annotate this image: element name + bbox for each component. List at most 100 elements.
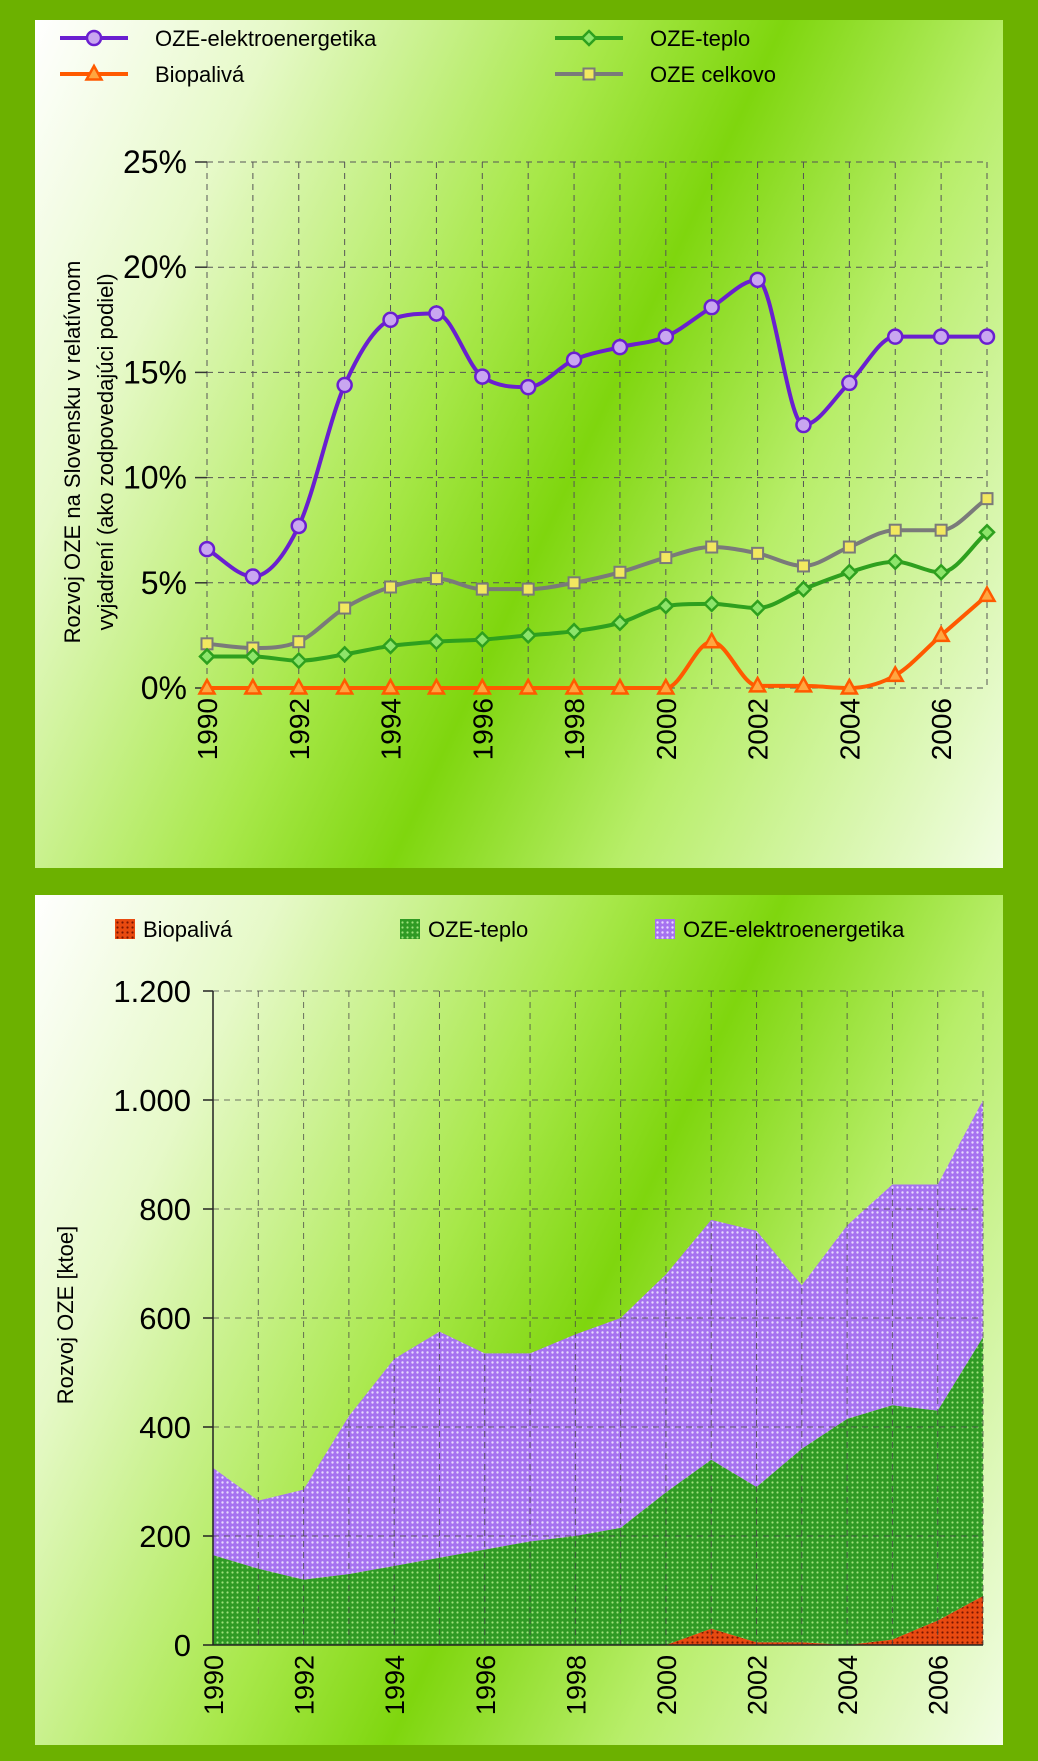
data-point-oze-teplo — [978, 523, 996, 542]
data-point-biopaliva — [564, 677, 584, 695]
x-tick-label: 1998 — [561, 1655, 591, 1715]
x-tick-label: 1990 — [199, 1655, 229, 1715]
data-point-oze-teplo — [519, 626, 537, 645]
data-point-oze-celkovo — [200, 637, 214, 651]
line-chart-panel: OZE-elektroenergetika OZE-teplo Biopalivá O… — [35, 20, 1003, 868]
y-tick-label: 400 — [139, 1410, 191, 1445]
y-axis-label-line-2: vyjadrení (ako zodpovedajúci podiel) — [93, 273, 118, 630]
data-point-oze-teplo — [244, 647, 262, 666]
x-tick-label: 1994 — [376, 698, 407, 760]
data-point-oze-teplo — [794, 580, 813, 598]
data-point-biopaliva — [747, 675, 768, 693]
x-tick-label: 2000 — [651, 698, 682, 760]
legend-swatch-oze-teplo — [400, 919, 420, 939]
data-point-oze-celkovo — [613, 565, 627, 579]
data-point-biopaliva — [472, 677, 492, 695]
data-point-biopaliva — [289, 677, 309, 695]
y-tick-label: 800 — [139, 1192, 191, 1227]
y-tick-label: 1.000 — [113, 1083, 191, 1118]
legend-label-biopaliva: Biopalivá — [143, 917, 233, 942]
data-point-oze-teplo — [657, 597, 675, 615]
legend-marker-oze-elektroenergetika — [85, 29, 103, 47]
data-point-oze-celkovo — [980, 492, 994, 506]
data-point-oze-elektroenergetika — [382, 311, 399, 329]
x-tick-label: 1992 — [284, 698, 315, 760]
legend-label-oze-elektroenergetika: OZE-elektroenergetika — [155, 26, 377, 51]
legend-marker-biopaliva — [84, 63, 104, 81]
data-point-oze-elektroenergetika — [841, 374, 858, 392]
data-point-oze-celkovo — [521, 582, 535, 596]
data-point-biopaliva — [793, 675, 814, 693]
data-point-oze-celkovo — [751, 546, 765, 560]
area-chart-panel: Biopalivá OZE-teplo OZE-elektroenergetika … — [35, 895, 1003, 1745]
legend-swatch-oze-elektroenergetika — [655, 919, 675, 939]
data-point-oze-celkovo — [292, 635, 306, 649]
data-point-oze-elektroenergetika — [932, 328, 950, 345]
data-point-oze-elektroenergetika — [565, 351, 583, 369]
x-tick-label: 1996 — [467, 698, 498, 760]
series-line-oze-teplo — [207, 530, 989, 663]
data-point-oze-elektroenergetika — [611, 338, 629, 356]
data-point-oze-celkovo — [796, 559, 810, 573]
y-tick-label: 10% — [123, 460, 187, 496]
data-point-biopaliva — [243, 677, 263, 695]
legend-swatch-biopaliva — [115, 919, 135, 939]
x-tick-label: 2000 — [652, 1655, 682, 1715]
x-tick-label: 2002 — [743, 698, 774, 760]
x-tick-label: 1996 — [471, 1655, 501, 1715]
grid — [206, 161, 988, 689]
x-tick-label: 2004 — [833, 1655, 863, 1715]
legend-marker-oze-celkovo — [582, 67, 596, 81]
y-axis-label: Rozvoj OZE [ktoe] — [53, 1226, 78, 1405]
data-point-oze-teplo — [473, 630, 492, 649]
data-point-oze-elektroenergetika — [703, 298, 720, 316]
data-point-biopaliva — [931, 624, 951, 643]
data-point-oze-teplo — [427, 632, 446, 651]
x-tick-label: 1994 — [380, 1655, 410, 1715]
legend-label-oze-teplo: OZE-teplo — [428, 917, 528, 942]
data-point-oze-teplo — [335, 645, 354, 664]
data-point-oze-celkovo — [475, 582, 489, 596]
series-line-oze-celkovo — [206, 496, 989, 651]
area-chart: Biopalivá OZE-teplo OZE-elektroenergetika … — [53, 917, 984, 1715]
data-point-oze-elektroenergetika — [978, 328, 996, 345]
x-tick-label: 2004 — [834, 698, 865, 760]
data-point-oze-elektroenergetika — [244, 568, 262, 585]
data-point-oze-teplo — [565, 622, 583, 640]
data-point-oze-teplo — [702, 595, 721, 613]
data-point-oze-teplo — [198, 647, 216, 666]
data-point-biopaliva — [197, 677, 217, 695]
data-point-oze-celkovo — [384, 580, 398, 594]
data-point-oze-celkovo — [567, 576, 581, 590]
data-point-oze-teplo — [932, 563, 950, 582]
data-point-oze-teplo — [840, 563, 859, 582]
series-line-biopaliva — [207, 593, 989, 690]
legend-marker-oze-teplo — [580, 29, 598, 47]
y-tick-label: 1.200 — [113, 974, 191, 1009]
legend: Biopalivá OZE-teplo OZE-elektroenergetika — [115, 917, 905, 942]
data-point-biopaliva — [702, 631, 722, 649]
y-axis-label-line-1: Rozvoj OZE na Slovensku v relatívnom — [60, 261, 85, 644]
data-point-oze-celkovo — [842, 540, 856, 554]
data-point-oze-celkovo — [934, 523, 948, 537]
series-line-oze-elektroenergetika — [205, 277, 987, 579]
legend-label-oze-elektroenergetika: OZE-elektroenergetika — [683, 917, 905, 942]
data-point-oze-elektroenergetika — [795, 416, 812, 434]
line-chart: OZE-elektroenergetika OZE-teplo Biopalivá O… — [60, 26, 997, 760]
data-point-oze-elektroenergetika — [336, 376, 353, 394]
x-tick-label: 2006 — [926, 698, 957, 760]
data-point-oze-elektroenergetika — [749, 271, 766, 289]
data-point-oze-elektroenergetika — [657, 328, 675, 345]
data-point-oze-celkovo — [429, 572, 443, 586]
data-point-oze-celkovo — [705, 540, 719, 554]
data-point-oze-celkovo — [888, 523, 902, 537]
x-tick-label: 1998 — [559, 698, 590, 760]
y-tick-label: 20% — [123, 249, 187, 285]
data-point-oze-celkovo — [659, 551, 673, 565]
y-tick-label: 600 — [139, 1301, 191, 1336]
area-oze-elektroenergetika — [213, 1100, 983, 1580]
data-point-oze-elektroenergetika — [519, 378, 537, 396]
legend: OZE-elektroenergetika OZE-teplo Biopalivá O… — [60, 26, 776, 87]
data-point-biopaliva — [977, 584, 997, 603]
data-point-oze-elektroenergetika — [886, 328, 904, 345]
